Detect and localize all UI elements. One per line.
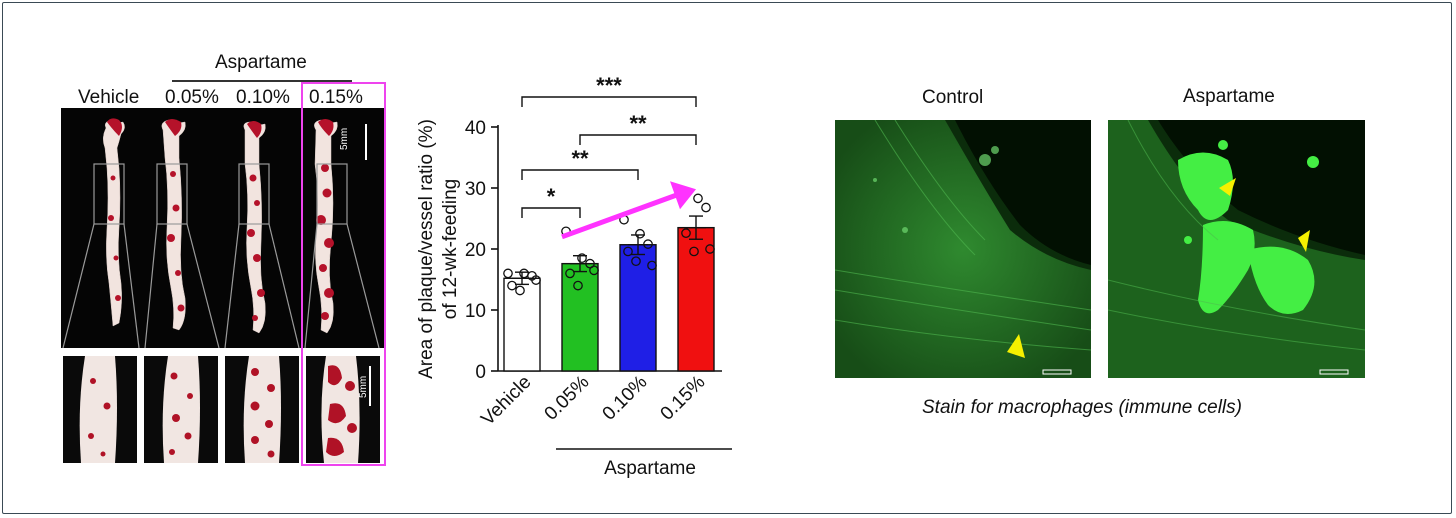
- data-point: [631, 256, 641, 267]
- data-point: [689, 246, 699, 257]
- white-separator: [61, 348, 384, 354]
- trend-arrow-shaft: [561, 192, 677, 240]
- dose-label-015: 0.15%: [309, 87, 363, 108]
- zoom-005: [144, 356, 218, 463]
- micrograph-label-control: Control: [922, 87, 984, 108]
- y-axis-label-line1: Area of plaque/vessel ratio (%): [416, 119, 437, 379]
- data-point: [693, 193, 703, 204]
- bar-2: [619, 244, 657, 372]
- data-point: [531, 275, 541, 285]
- data-point: [701, 202, 711, 213]
- y-axis-label-line2: of 12-wk-feeding: [440, 179, 461, 319]
- whole-aorta-drawing: [62, 118, 380, 349]
- significance-label-1: **: [571, 146, 589, 171]
- significance-bracket-3: [521, 96, 697, 107]
- data-point: [589, 265, 599, 276]
- y-tick-label: 10: [465, 301, 486, 322]
- data-point: [577, 253, 587, 263]
- significance-bracket-2: [579, 134, 697, 145]
- data-point: [503, 268, 513, 279]
- aspartame-micrograph: [1108, 120, 1365, 378]
- aspartame-group-label: Aspartame: [215, 52, 307, 73]
- data-point: [507, 280, 517, 291]
- dose-label-vehicle: Vehicle: [78, 87, 140, 108]
- zoom-010: [225, 356, 299, 463]
- micrograph-caption: Stain for macrophages (immune cells): [922, 397, 1242, 418]
- y-tick-label: 40: [465, 118, 486, 139]
- aspartame-group-line: [172, 80, 352, 82]
- data-point: [573, 280, 583, 291]
- x-tick-label-1: 0.05%: [541, 372, 594, 425]
- y-tick-label: 20: [465, 240, 486, 261]
- bar-0: [503, 277, 541, 372]
- x-tick-label-0: Vehicle: [477, 372, 535, 430]
- significance-label-0: *: [547, 184, 556, 209]
- micrograph-label-aspartame: Aspartame: [1183, 86, 1275, 107]
- significance-label-3: ***: [596, 73, 622, 98]
- highlight-box-015: [301, 82, 386, 466]
- y-tick-label: 30: [465, 179, 486, 200]
- dose-label-010: 0.10%: [236, 87, 290, 108]
- bar-chart: 0 10 20 30 40 Area of plaque/vessel ratio (%)…: [416, 73, 732, 479]
- x-tick-label-2: 0.10%: [599, 372, 652, 425]
- data-point: [623, 246, 633, 257]
- aspartame-group-label: Aspartame: [604, 458, 696, 479]
- zoom-vehicle: [63, 356, 137, 463]
- data-point: [647, 260, 657, 271]
- dose-label-005: 0.05%: [165, 87, 219, 108]
- data-point: [643, 239, 653, 249]
- data-point: [635, 228, 645, 239]
- significance-bracket-0: [521, 207, 581, 218]
- data-point: [565, 268, 575, 279]
- data-point: [705, 244, 715, 254]
- y-tick-label: 0: [475, 362, 486, 383]
- control-micrograph: [835, 120, 1091, 378]
- bar-3: [677, 226, 715, 372]
- data-point: [519, 268, 529, 279]
- whole-aorta-image: 5mm: [61, 108, 384, 349]
- zoom-015: 5mm: [306, 356, 380, 463]
- trend-arrow-head: [670, 181, 696, 210]
- data-point: [681, 228, 691, 238]
- bar-1: [561, 262, 599, 372]
- significance-label-2: **: [629, 111, 647, 136]
- x-tick-label-3: 0.15%: [657, 372, 710, 425]
- data-point: [515, 285, 525, 296]
- significance-bracket-1: [521, 169, 639, 180]
